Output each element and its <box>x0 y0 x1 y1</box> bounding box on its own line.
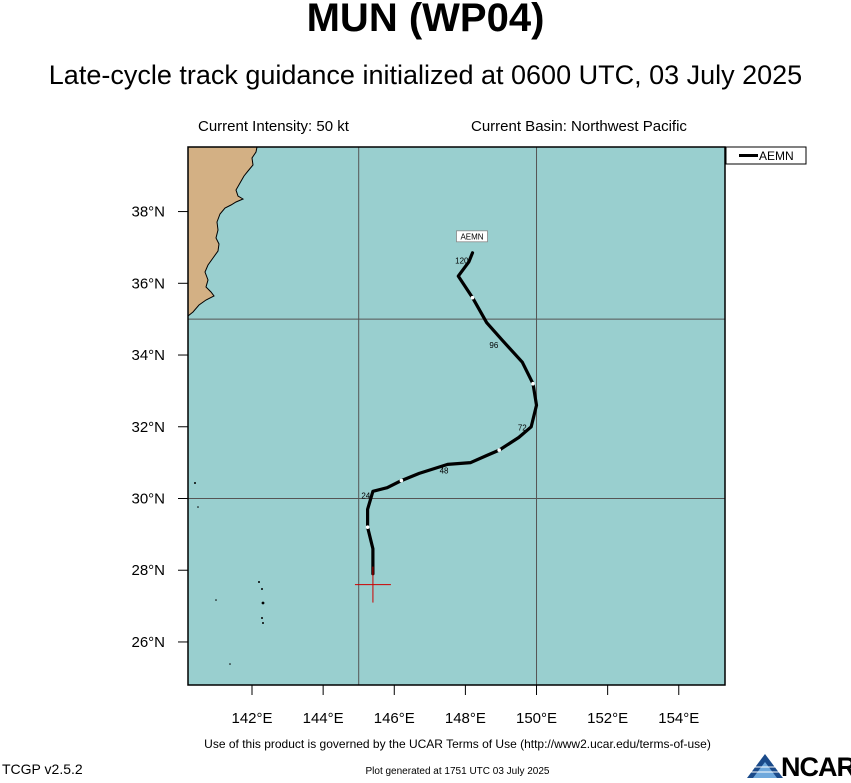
current-intensity: Current Intensity: 50 kt <box>198 118 349 135</box>
ncar-logo-text: NCAR <box>781 752 851 782</box>
track-time-marker <box>531 381 535 386</box>
track-time-marker <box>399 478 404 483</box>
ocean-background <box>188 147 725 685</box>
lat-tick-label: 28°N <box>131 562 165 579</box>
lat-tick-label: 26°N <box>131 634 165 651</box>
japan-coastline-land <box>187 146 258 318</box>
forecast-hour-label: 120 <box>455 257 469 266</box>
lat-lon-grid <box>188 147 725 685</box>
forecast-hour-label: 48 <box>440 466 449 475</box>
lat-tick-label: 38°N <box>131 204 165 221</box>
axis-ticks <box>178 211 680 695</box>
lat-tick-label: 36°N <box>131 275 165 292</box>
lat-tick-label: 32°N <box>131 419 165 436</box>
generated-time: Plot generated at 1751 UTC 03 July 2025 <box>365 766 550 777</box>
ncar-logo-icon <box>747 754 783 778</box>
track-time-marker <box>497 448 501 452</box>
lon-tick-label: 148°E <box>445 710 486 727</box>
forecast-hour-label: 72 <box>518 423 527 432</box>
lon-tick-label: 146°E <box>374 710 415 727</box>
ncar-logo: NCAR <box>745 752 851 782</box>
terms-of-use: Use of this product is governed by the U… <box>204 737 711 751</box>
map-frame <box>187 146 726 686</box>
lon-tick-label: 150°E <box>516 710 557 727</box>
plot-title: MUN (WP04) <box>306 0 545 40</box>
track-layer: 24 48 72 96 120 AEMN <box>354 230 539 603</box>
lon-tick-label: 154°E <box>658 710 699 727</box>
island-dots <box>194 482 265 665</box>
plot-subtitle: Late-cycle track guidance initialized at… <box>48 60 803 90</box>
track-time-marker <box>470 295 475 300</box>
track-end-label: AEMN <box>460 232 483 241</box>
track-end-label-box <box>456 230 488 243</box>
legend-box: AEMN <box>725 146 807 165</box>
current-basin: Current Basin: Northwest Pacific <box>471 118 687 135</box>
lon-tick-label: 152°E <box>587 710 628 727</box>
lat-tick-label: 30°N <box>131 490 165 507</box>
legend-label: AEMN <box>759 149 794 163</box>
axis-tick-labels: 142°E 144°E 146°E 148°E 150°E 152°E 154°E 26°N 2… <box>131 204 699 727</box>
track-time-marker <box>365 525 370 529</box>
forecast-hour-label: 24 <box>361 491 370 500</box>
lon-tick-label: 144°E <box>303 710 344 727</box>
version-label: TCGP v2.5.2 <box>2 761 83 777</box>
lon-tick-label: 142°E <box>231 710 272 727</box>
lat-tick-label: 34°N <box>131 347 165 364</box>
forecast-hour-label: 96 <box>489 341 498 350</box>
